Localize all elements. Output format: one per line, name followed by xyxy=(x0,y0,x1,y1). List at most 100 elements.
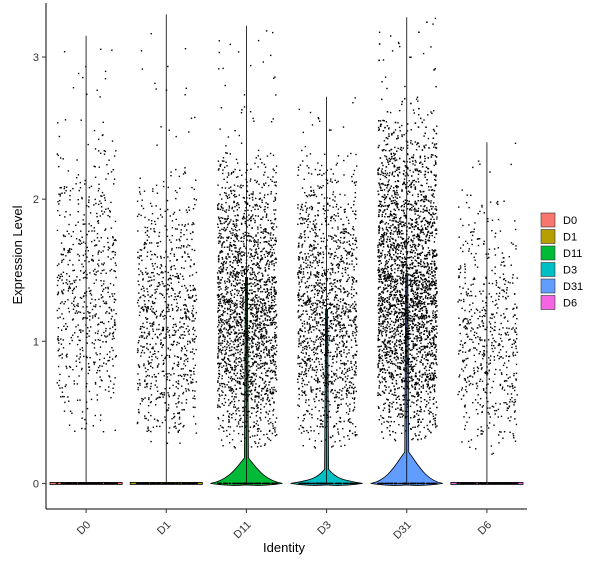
point-D1 xyxy=(183,323,185,325)
point-D11 xyxy=(266,255,269,257)
point-D11 xyxy=(274,427,276,429)
point-D11 xyxy=(272,345,274,347)
point-D11 xyxy=(219,208,222,211)
point-D11 xyxy=(260,362,262,365)
point-D11 xyxy=(266,260,269,262)
point-D3 xyxy=(352,334,354,337)
point-D1 xyxy=(147,369,149,371)
point-D3 xyxy=(344,327,347,329)
point-D11 xyxy=(218,365,221,367)
point-D11 xyxy=(226,384,228,386)
point-D11 xyxy=(242,232,244,235)
point-D1 xyxy=(137,251,139,253)
point-D3 xyxy=(324,305,326,307)
point-D3 xyxy=(344,194,346,196)
point-D11 xyxy=(236,209,239,211)
point-D11 xyxy=(262,275,264,277)
point-D1 xyxy=(179,442,181,444)
point-D11 xyxy=(264,211,266,213)
point-D11 xyxy=(248,303,251,306)
point-D0 xyxy=(86,342,88,344)
point-D11 xyxy=(257,430,259,432)
point-D3 xyxy=(325,376,327,379)
point-D11 xyxy=(237,357,239,360)
point-D11 xyxy=(251,267,254,270)
point-D3 xyxy=(322,391,324,393)
point-D11 xyxy=(221,342,224,344)
point-D11 xyxy=(264,334,266,337)
point-D3 xyxy=(355,329,357,331)
point-D11 xyxy=(239,253,242,255)
point-D11 xyxy=(255,369,258,371)
point-D11 xyxy=(254,401,256,403)
point-D11 xyxy=(246,373,248,376)
point-D0 xyxy=(86,277,88,279)
point-D0 xyxy=(83,214,85,216)
point-D1 xyxy=(184,171,186,173)
point-D11 xyxy=(260,206,262,208)
point-D11 xyxy=(272,234,275,236)
point-D11 xyxy=(272,299,274,302)
point-D11 xyxy=(226,307,229,310)
point-D1 xyxy=(165,89,168,91)
point-D11 xyxy=(252,352,254,354)
point-D11 xyxy=(243,270,246,272)
point-D1 xyxy=(169,277,171,279)
point-D11 xyxy=(241,376,244,378)
point-D3 xyxy=(318,300,320,302)
point-D11 xyxy=(257,256,259,258)
point-D1 xyxy=(151,347,153,350)
violin-D3 xyxy=(290,96,363,486)
point-D1 xyxy=(179,374,182,377)
point-D11 xyxy=(218,40,220,42)
point-D11 xyxy=(233,446,235,448)
point-D11 xyxy=(240,237,242,239)
point-D11 xyxy=(245,327,248,330)
point-D11 xyxy=(218,375,220,378)
point-D3 xyxy=(344,444,346,447)
point-D3 xyxy=(310,173,313,175)
point-D11 xyxy=(262,334,264,337)
point-D3 xyxy=(343,324,345,327)
point-D11 xyxy=(261,199,263,201)
point-D11 xyxy=(265,392,267,395)
point-D3 xyxy=(305,338,307,340)
point-D3 xyxy=(300,279,303,281)
point-D11 xyxy=(258,288,261,290)
point-D1 xyxy=(161,354,163,357)
point-D11 xyxy=(263,247,265,249)
point-D3 xyxy=(298,405,300,407)
point-D3 xyxy=(333,317,335,320)
point-D3 xyxy=(351,296,353,299)
point-D11 xyxy=(266,295,268,298)
point-D11 xyxy=(220,351,222,353)
point-D0 xyxy=(96,89,98,91)
point-D11 xyxy=(220,314,222,316)
point-D3 xyxy=(304,327,306,329)
point-D11 xyxy=(222,295,224,297)
point-D11 xyxy=(227,223,229,226)
point-D1 xyxy=(195,432,198,434)
point-D11 xyxy=(243,286,245,289)
point-D11 xyxy=(258,357,261,360)
point-D0 xyxy=(112,257,115,259)
point-D0 xyxy=(94,306,97,308)
point-D0 xyxy=(104,335,106,337)
point-D11 xyxy=(222,261,225,264)
point-D11 xyxy=(250,273,252,276)
point-D0 xyxy=(76,312,78,314)
point-D11 xyxy=(268,292,270,294)
point-D11 xyxy=(240,297,242,299)
point-D11 xyxy=(219,395,221,397)
point-D0 xyxy=(110,258,112,260)
point-D11 xyxy=(243,384,246,386)
point-D1 xyxy=(186,211,188,213)
point-D3 xyxy=(353,355,355,357)
point-D0 xyxy=(93,273,96,275)
point-D1 xyxy=(160,339,162,341)
point-D11 xyxy=(270,346,273,348)
point-D1 xyxy=(178,423,180,425)
point-D1 xyxy=(167,304,170,307)
point-D0 xyxy=(88,335,90,337)
point-D11 xyxy=(257,424,259,426)
